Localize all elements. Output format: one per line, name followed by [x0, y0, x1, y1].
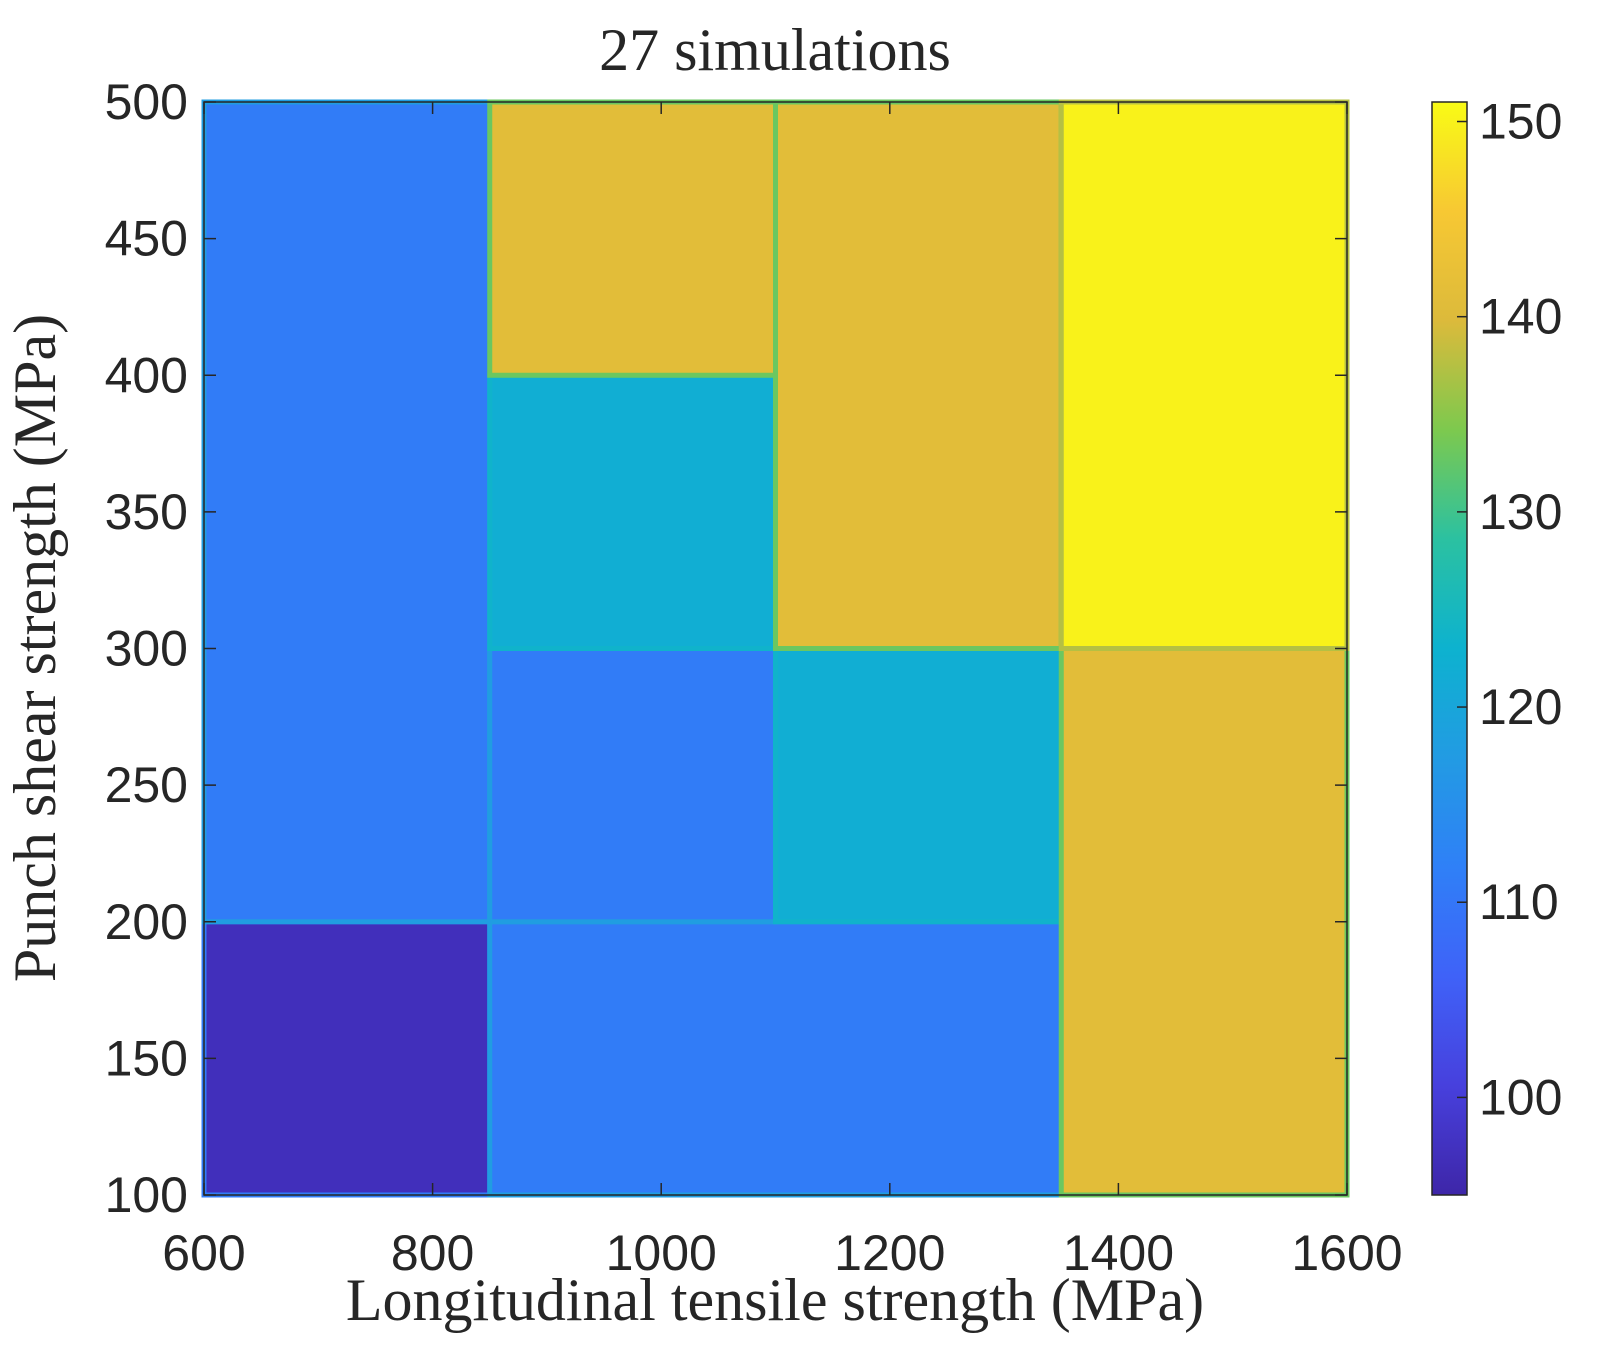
colorbar-tick-label: 140: [1479, 289, 1562, 345]
x-tick-label: 600: [162, 1225, 245, 1281]
heatmap-region: [487, 372, 778, 651]
y-tick-label: 350: [105, 484, 188, 540]
colorbar-tick-label: 110: [1479, 874, 1559, 930]
x-axis-label: Longitudinal tensile strength (MPa): [346, 1267, 1204, 1333]
y-tick-label: 400: [105, 347, 188, 403]
x-tick-label: 1400: [1063, 1225, 1174, 1281]
chart-title: 27 simulations: [599, 17, 951, 83]
heatmap-region: [1058, 99, 1350, 651]
y-axis-label: Punch shear strength (MPa): [2, 314, 68, 982]
y-tick-label: 450: [105, 211, 188, 267]
x-axis-ticks: 600 800 1000 1200 1400 1600: [162, 102, 1403, 1281]
heatmap-region: [487, 99, 778, 378]
colorbar-tick-label: 120: [1479, 679, 1562, 735]
heatmap-region: [773, 99, 1064, 651]
heatmap-region: [201, 99, 493, 925]
y-tick-label: 300: [105, 621, 188, 677]
colorbar: [1431, 101, 1468, 1196]
y-tick-label: 200: [105, 894, 188, 950]
heatmap-region: [487, 919, 1064, 1198]
colorbar-tick-label: 130: [1479, 484, 1562, 540]
y-tick-label: 250: [105, 757, 188, 813]
colorbar-ticks: 100 110 120 130 140 150: [1457, 94, 1562, 1125]
y-tick-label: 150: [105, 1030, 188, 1086]
heatmap-region: [201, 919, 493, 1198]
heatmap-region: [487, 646, 778, 925]
heatmap-regions: [201, 99, 1350, 1198]
y-axis-ticks: 100 150 200 250 300 350 400 450 500: [105, 74, 1347, 1223]
x-tick-label: 800: [391, 1225, 474, 1281]
y-tick-label: 500: [105, 74, 188, 130]
x-tick-label: 1600: [1291, 1225, 1402, 1281]
heatmap-region: [1058, 646, 1350, 1198]
colorbar-tick-label: 100: [1479, 1069, 1562, 1125]
x-tick-label: 1000: [606, 1225, 717, 1281]
x-tick-label: 1200: [834, 1225, 945, 1281]
heatmap-region: [773, 646, 1064, 925]
y-tick-label: 100: [105, 1167, 188, 1223]
colorbar-tick-label: 150: [1479, 94, 1562, 150]
